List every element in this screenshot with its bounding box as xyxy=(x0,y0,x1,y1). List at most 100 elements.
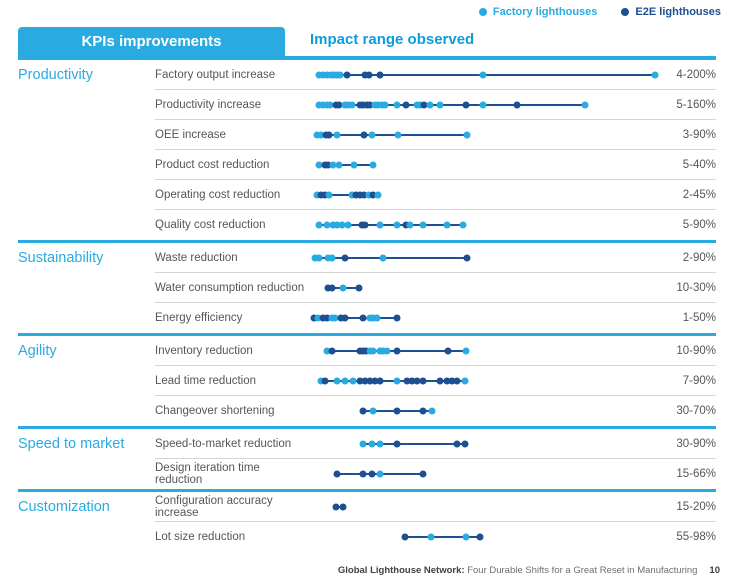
factory-dot xyxy=(348,191,356,198)
footer-report-title: Global Lighthouse Network: xyxy=(337,565,465,576)
e2e-dot-icon xyxy=(621,8,630,16)
dot-plot-track xyxy=(310,120,660,149)
section-title: Speed to market xyxy=(18,436,125,452)
factory-dot xyxy=(323,71,331,78)
dot-plot-track xyxy=(310,90,660,119)
factory-dot xyxy=(313,131,321,138)
e2e-dot xyxy=(453,440,461,447)
kpi-label: Energy efficiency xyxy=(155,312,243,324)
e2e-dot xyxy=(402,221,410,229)
factory-dot xyxy=(317,131,325,138)
factory-dot xyxy=(459,221,467,229)
e2e-dot xyxy=(323,314,331,322)
kpi-row: OEE increase 3-90% xyxy=(155,120,716,150)
section-customization: Customization Configuration accuracy incr… xyxy=(18,489,716,552)
e2e-dot xyxy=(403,377,411,384)
kpi-label: Water consumption reduction xyxy=(155,281,305,294)
impact-range-value: 15-66% xyxy=(676,468,716,480)
factory-dot xyxy=(341,377,349,384)
e2e-dot xyxy=(333,470,341,478)
factory-dot xyxy=(333,377,341,384)
factory-dot xyxy=(350,161,358,168)
factory-dot xyxy=(329,161,337,168)
factory-dot xyxy=(479,101,487,108)
dot-plot-track xyxy=(310,396,660,426)
range-line xyxy=(314,256,468,259)
kpi-row: Configuration accuracy increase 15-20% xyxy=(155,492,716,522)
factory-dot xyxy=(393,101,401,108)
dot-plot-track xyxy=(310,303,660,333)
kpi-label: Product cost reduction xyxy=(155,158,270,171)
dot-plot-track xyxy=(310,522,660,552)
e2e-dot xyxy=(362,347,370,354)
impact-range-value: 5-40% xyxy=(682,158,716,171)
e2e-dot xyxy=(513,101,521,108)
factory-dot xyxy=(319,101,327,108)
range-line xyxy=(319,224,463,226)
e2e-dot xyxy=(360,131,368,138)
range-line xyxy=(404,536,481,538)
kpi-label: Waste reduction xyxy=(155,251,238,264)
e2e-dot xyxy=(443,377,451,384)
dot-plot-track xyxy=(310,210,660,240)
range-line xyxy=(317,193,378,196)
dot-plot-track xyxy=(310,459,660,489)
dot-plot-track xyxy=(310,243,660,272)
factory-dot xyxy=(419,221,427,229)
factory-dot xyxy=(325,191,333,198)
kpi-label: Quality cost reduction xyxy=(155,219,266,231)
factory-dot xyxy=(394,131,402,138)
e2e-dot xyxy=(341,314,349,322)
kpi-row: Inventory reduction 10-90% xyxy=(155,336,716,366)
e2e-dot xyxy=(352,191,360,198)
impact-range-value: 3-90% xyxy=(682,128,716,141)
footer-report-subtitle: Four Durable Shifts for a Great Reset in… xyxy=(464,565,698,576)
e2e-dot xyxy=(343,71,351,78)
factory-dot xyxy=(463,131,471,138)
factory-dot xyxy=(315,221,323,229)
kpi-label: Design iteration time reduction xyxy=(155,462,260,486)
factory-dot xyxy=(462,347,470,354)
e2e-dot xyxy=(402,101,410,108)
factory-dot xyxy=(428,407,436,415)
impact-range-value: 30-70% xyxy=(676,405,716,417)
dot-plot-track xyxy=(310,150,660,179)
kpi-label: Configuration accuracy increase xyxy=(155,494,273,519)
factory-dot xyxy=(416,101,424,108)
factory-dot xyxy=(381,101,389,108)
factory-dot xyxy=(349,377,357,384)
factory-dot xyxy=(333,131,341,138)
factory-dot xyxy=(315,101,323,108)
kpi-row: Product cost reduction 5-40% xyxy=(155,150,716,180)
factory-dot xyxy=(331,314,339,322)
kpi-row: Design iteration time reduction 15-66% xyxy=(155,459,716,489)
e2e-dot xyxy=(401,533,409,541)
e2e-dot xyxy=(339,503,347,510)
factory-dot xyxy=(323,221,331,229)
e2e-dot xyxy=(393,440,401,447)
footer-page-number: 10 xyxy=(709,565,720,576)
impact-range-value: 5-160% xyxy=(676,98,716,111)
page-footer: Global Lighthouse Network: Four Durable … xyxy=(338,565,720,576)
impact-range-value: 55-98% xyxy=(676,531,716,543)
factory-dot xyxy=(315,254,323,261)
e2e-dot xyxy=(359,314,367,322)
kpi-label: Operating cost reduction xyxy=(155,188,281,201)
kpi-row: Energy efficiency 1-50% xyxy=(155,303,716,333)
e2e-dot xyxy=(361,377,369,384)
factory-dot xyxy=(344,101,352,108)
factory-dot xyxy=(462,533,470,541)
e2e-dot xyxy=(444,347,452,354)
impact-range-value: 10-90% xyxy=(676,344,716,357)
factory-dot xyxy=(369,161,377,168)
e2e-dot xyxy=(321,377,329,384)
e2e-dot xyxy=(448,377,456,384)
e2e-dot xyxy=(393,347,401,354)
factory-dot xyxy=(313,191,321,198)
kpi-label: Changeover shortening xyxy=(155,405,275,417)
factory-dot xyxy=(427,533,435,541)
e2e-dot xyxy=(361,221,369,229)
kpi-label: Lead time reduction xyxy=(155,374,257,387)
e2e-dot xyxy=(419,377,427,384)
e2e-dot xyxy=(419,407,427,415)
